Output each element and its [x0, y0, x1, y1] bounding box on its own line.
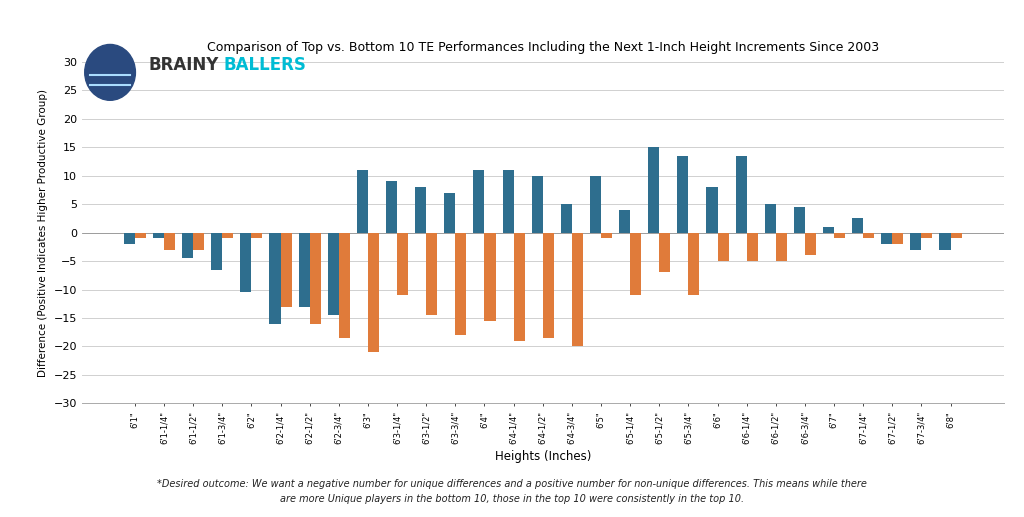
Bar	[514, 233, 524, 341]
Text: are more Unique players in the bottom 10, those in the top 10 were consistently : are more Unique players in the bottom 10…	[280, 494, 744, 504]
Bar	[561, 204, 571, 233]
Text: BALLERS: BALLERS	[223, 56, 306, 73]
Bar	[892, 233, 903, 244]
Bar	[444, 193, 456, 233]
Bar	[484, 233, 496, 321]
Bar	[852, 219, 863, 233]
Bar	[456, 233, 466, 335]
Text: BRAINY: BRAINY	[148, 56, 219, 73]
Bar	[543, 233, 554, 338]
Bar	[910, 233, 922, 250]
Bar	[356, 170, 368, 233]
Bar	[211, 233, 222, 270]
Text: *Desired outcome: We want a negative number for unique differences and a positiv: *Desired outcome: We want a negative num…	[157, 479, 867, 489]
Bar	[473, 170, 484, 233]
Bar	[281, 233, 292, 307]
Bar	[164, 233, 175, 250]
Bar	[746, 233, 758, 261]
Bar	[426, 233, 437, 315]
Y-axis label: Difference (Positive Indicates Higher Productive Group): Difference (Positive Indicates Higher Pr…	[38, 88, 48, 377]
Bar	[805, 233, 816, 255]
Bar	[823, 227, 834, 233]
Bar	[939, 233, 950, 250]
Bar	[882, 233, 892, 244]
Bar	[707, 187, 718, 233]
Bar	[776, 233, 786, 261]
Bar	[299, 233, 309, 307]
Bar	[630, 233, 641, 295]
Bar	[735, 156, 746, 233]
Bar	[659, 233, 671, 272]
Bar	[269, 233, 281, 324]
Bar	[503, 170, 514, 233]
Bar	[677, 156, 688, 233]
Circle shape	[85, 44, 135, 100]
Bar	[194, 233, 204, 250]
Bar	[309, 233, 321, 324]
Bar	[397, 233, 409, 295]
Bar	[765, 204, 776, 233]
Bar	[688, 233, 699, 295]
Bar	[241, 233, 252, 293]
Bar	[222, 233, 233, 238]
Bar	[328, 233, 339, 315]
Bar	[368, 233, 379, 352]
Bar	[571, 233, 583, 346]
Bar	[386, 181, 397, 233]
Bar	[182, 233, 194, 258]
Bar	[863, 233, 874, 238]
Bar	[153, 233, 164, 238]
Bar	[718, 233, 729, 261]
Bar	[590, 176, 601, 233]
Bar	[339, 233, 350, 338]
Bar	[834, 233, 845, 238]
X-axis label: Heights (Inches): Heights (Inches)	[495, 450, 591, 463]
Bar	[620, 210, 630, 233]
Bar	[531, 176, 543, 233]
Bar	[648, 147, 659, 233]
Bar	[794, 207, 805, 233]
Bar	[415, 187, 426, 233]
Bar	[601, 233, 612, 238]
Bar	[922, 233, 933, 238]
Bar	[135, 233, 146, 238]
Bar	[124, 233, 135, 244]
Bar	[950, 233, 962, 238]
Bar	[252, 233, 262, 238]
Title: Comparison of Top vs. Bottom 10 TE Performances Including the Next 1-Inch Height: Comparison of Top vs. Bottom 10 TE Perfo…	[207, 41, 879, 54]
